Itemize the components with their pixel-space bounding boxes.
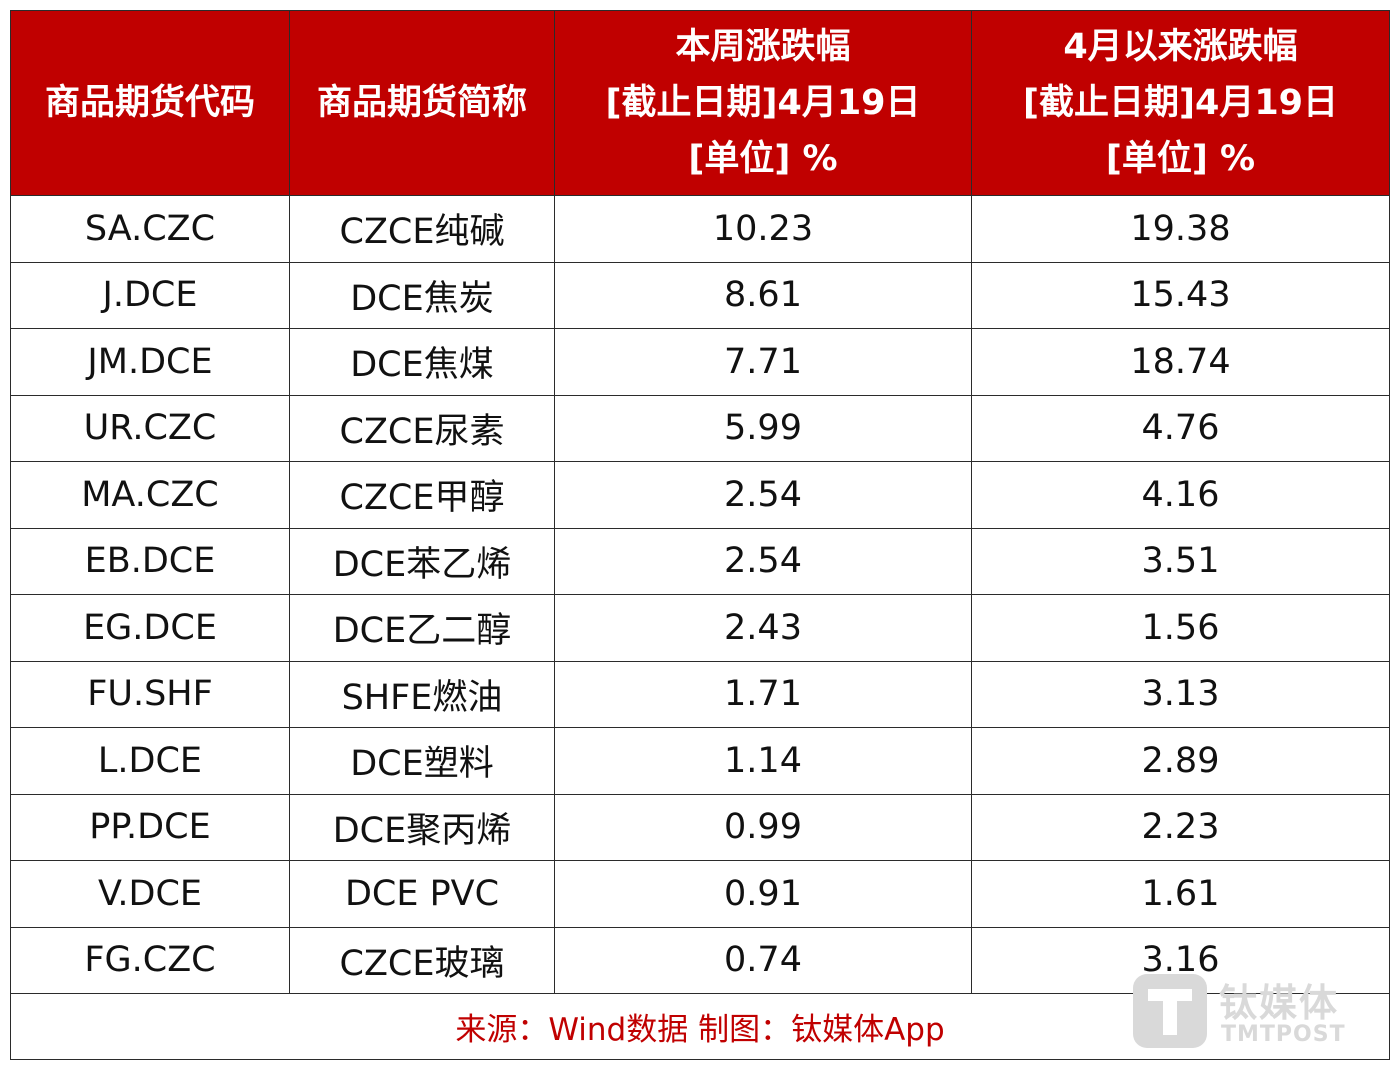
cell-name: DCE焦炭 xyxy=(289,261,555,329)
cell-since-april-change: 1.56 xyxy=(971,594,1390,662)
header-weekly-change-line-1: 本周涨跌幅 xyxy=(675,27,851,67)
table-row: L.DCE DCE塑料 1.14 2.89 xyxy=(10,727,1390,795)
cell-weekly-change: 10.23 xyxy=(554,195,972,263)
cell-name: CZCE玻璃 xyxy=(289,926,555,994)
table-row: FU.SHF SHFE燃油 1.71 3.13 xyxy=(10,660,1390,728)
cell-weekly-change: 2.54 xyxy=(554,527,972,595)
cell-since-april-change: 15.43 xyxy=(971,261,1390,329)
cell-since-april-change: 2.23 xyxy=(971,793,1390,861)
header-name: 商品期货简称 xyxy=(289,10,555,196)
table-row: PP.DCE DCE聚丙烯 0.99 2.23 xyxy=(10,793,1390,861)
table-body: SA.CZC CZCE纯碱 10.23 19.38 J.DCE DCE焦炭 8.61 15.4… xyxy=(10,195,1390,994)
cell-name: DCE聚丙烯 xyxy=(289,793,555,861)
cell-name: DCE焦煤 xyxy=(289,328,555,396)
table-row: JM.DCE DCE焦煤 7.71 18.74 xyxy=(10,328,1390,396)
watermark-sub: TMTPOST xyxy=(1221,1022,1346,1047)
cell-code: JM.DCE xyxy=(10,328,290,396)
tmtpost-logo-icon xyxy=(1133,974,1207,1048)
header-since-april-line-1: 4月以来涨跌幅 xyxy=(1063,27,1298,67)
table-row: J.DCE DCE焦炭 8.61 15.43 xyxy=(10,261,1390,329)
cell-since-april-change: 4.76 xyxy=(971,394,1390,462)
cell-name: CZCE纯碱 xyxy=(289,195,555,263)
header-code: 商品期货代码 xyxy=(10,10,290,196)
header-weekly-change-line-3: [单位] % xyxy=(688,139,838,179)
cell-weekly-change: 0.74 xyxy=(554,926,972,994)
cell-weekly-change: 1.14 xyxy=(554,727,972,795)
watermark-name: 钛媒体 xyxy=(1219,981,1340,1025)
cell-code: L.DCE xyxy=(10,727,290,795)
cell-code: SA.CZC xyxy=(10,195,290,263)
cell-name: CZCE尿素 xyxy=(289,394,555,462)
table-row: EG.DCE DCE乙二醇 2.43 1.56 xyxy=(10,594,1390,662)
header-since-april-change: 4月以来涨跌幅 [截止日期]4月19日 [单位] % xyxy=(971,10,1390,196)
cell-name: DCE乙二醇 xyxy=(289,594,555,662)
cell-code: FG.CZC xyxy=(10,926,290,994)
table-row: SA.CZC CZCE纯碱 10.23 19.38 xyxy=(10,195,1390,263)
cell-code: EG.DCE xyxy=(10,594,290,662)
cell-code: PP.DCE xyxy=(10,793,290,861)
cell-weekly-change: 5.99 xyxy=(554,394,972,462)
cell-weekly-change: 2.54 xyxy=(554,461,972,529)
cell-since-april-change: 3.13 xyxy=(971,660,1390,728)
header-weekly-change-line-2: [截止日期]4月19日 xyxy=(605,83,921,123)
cell-code: EB.DCE xyxy=(10,527,290,595)
cell-code: MA.CZC xyxy=(10,461,290,529)
cell-name: CZCE甲醇 xyxy=(289,461,555,529)
cell-since-april-change: 4.16 xyxy=(971,461,1390,529)
cell-since-april-change: 3.51 xyxy=(971,527,1390,595)
header-row: 商品期货代码 商品期货简称 本周涨跌幅 [截止日期]4月19日 [单位] % 4… xyxy=(10,10,1390,196)
table-row: V.DCE DCE PVC 0.91 1.61 xyxy=(10,860,1390,928)
cell-weekly-change: 1.71 xyxy=(554,660,972,728)
cell-weekly-change: 0.91 xyxy=(554,860,972,928)
header-since-april-line-3: [单位] % xyxy=(1105,139,1256,179)
cell-code: J.DCE xyxy=(10,261,290,329)
cell-name: DCE苯乙烯 xyxy=(289,527,555,595)
header-weekly-change: 本周涨跌幅 [截止日期]4月19日 [单位] % xyxy=(554,10,972,196)
cell-since-april-change: 1.61 xyxy=(971,860,1390,928)
cell-since-april-change: 2.89 xyxy=(971,727,1390,795)
cell-since-april-change: 18.74 xyxy=(971,328,1390,396)
cell-weekly-change: 7.71 xyxy=(554,328,972,396)
cell-code: FU.SHF xyxy=(10,660,290,728)
cell-code: V.DCE xyxy=(10,860,290,928)
cell-weekly-change: 0.99 xyxy=(554,793,972,861)
cell-since-april-change: 19.38 xyxy=(971,195,1390,263)
futures-table: 商品期货代码 商品期货简称 本周涨跌幅 [截止日期]4月19日 [单位] % 4… xyxy=(10,10,1390,1060)
cell-weekly-change: 2.43 xyxy=(554,594,972,662)
table-row: MA.CZC CZCE甲醇 2.54 4.16 xyxy=(10,461,1390,529)
cell-name: DCE塑料 xyxy=(289,727,555,795)
cell-name: DCE PVC xyxy=(289,860,555,928)
header-since-april-line-2: [截止日期]4月19日 xyxy=(1022,83,1339,123)
watermark: 钛媒体 TMTPOST xyxy=(1133,972,1348,1050)
cell-code: UR.CZC xyxy=(10,394,290,462)
table-row: UR.CZC CZCE尿素 5.99 4.76 xyxy=(10,394,1390,462)
table-row: EB.DCE DCE苯乙烯 2.54 3.51 xyxy=(10,527,1390,595)
cell-name: SHFE燃油 xyxy=(289,660,555,728)
table-header: 商品期货代码 商品期货简称 本周涨跌幅 [截止日期]4月19日 [单位] % 4… xyxy=(10,10,1390,196)
cell-weekly-change: 8.61 xyxy=(554,261,972,329)
